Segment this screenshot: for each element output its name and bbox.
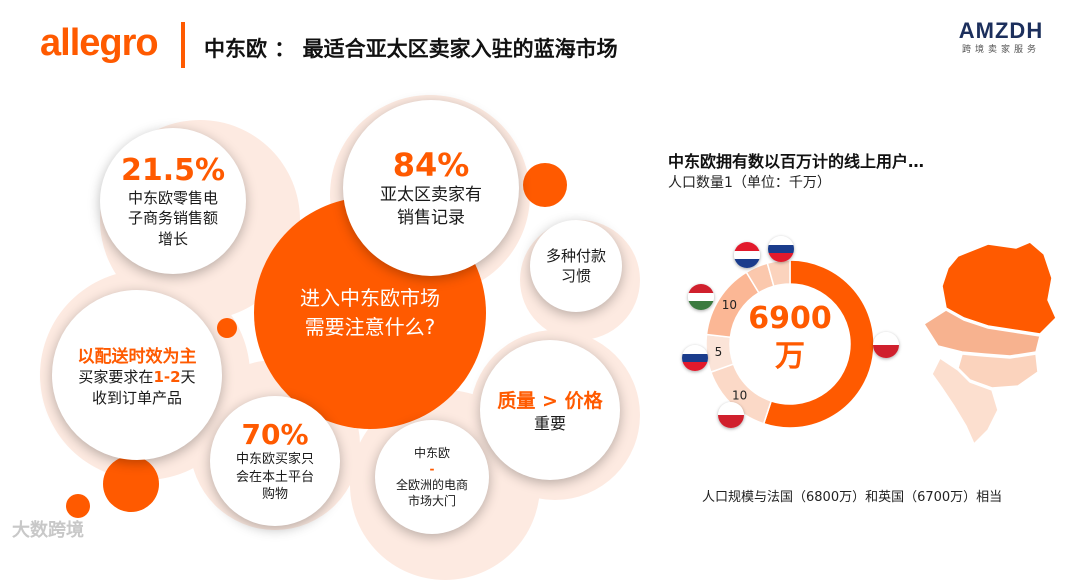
ecommerce-growth-value: 21.5% [120,153,226,189]
donut-segment-label: 10 [732,388,747,402]
croatia-flag-icon [734,242,760,268]
gateway-line-1: 中东欧 [413,445,450,460]
payment-habits-bubble: 多种付款 习惯 [530,220,622,312]
apac-sellers-value: 84% [392,146,470,185]
gateway-line-3: 全欧洲的电商 [395,478,468,492]
population-total-number: 6900 [748,301,832,336]
quality-bubble: 质量 > 价格 重要 [480,340,620,480]
decor-dot [217,318,237,338]
population-total-unit: 万 [775,338,805,374]
payment-line-2: 习惯 [560,267,591,285]
cee-region-map [922,241,1057,446]
users-heading: 中东欧拥有数以百万计的线上用户… [668,152,925,171]
watermark: 大数跨境 [12,520,84,541]
local-platform-line-2: 会在本土平台 [235,469,314,485]
population-subtitle: 人口数量1（单位：千万） [668,175,831,191]
page-title: 中东欧 ： 最适合亚太区卖家入驻的蓝海市场 [204,37,618,61]
brand-name: AMZDH [958,18,1044,43]
donut-segment-label: 5 [715,345,723,359]
donut-segment [766,259,791,288]
donut-segment [762,259,875,429]
amzdh-logo: AMZDH 跨境卖家服务 [945,18,1057,55]
population-donut-chart: 10 5 10 [705,259,875,429]
gateway-line-4: 市场大门 [407,494,456,509]
ecommerce-growth-bubble: 21.5% 中东欧零售电 子商务销售额 增长 [100,128,246,274]
apac-sellers-bubble: 84% 亚太区卖家有 销售记录 [343,100,519,276]
brand-tagline: 跨境卖家服务 [961,45,1040,55]
ecommerce-growth-line-3: 增长 [157,229,188,248]
poland-map-shape [941,241,1057,335]
decor-dot [103,456,159,512]
slovenia-flag-icon [768,236,794,262]
apac-sellers-line-2: 销售记录 [397,208,465,228]
delivery-line-1: 买家要求在1-2天 [78,368,196,387]
apac-sellers-line-1: 亚太区卖家有 [380,185,482,206]
gateway-line-2: - [429,461,435,476]
delivery-bubble: 以配送时效为主 买家要求在1-2天 收到订单产品 [52,290,222,460]
local-platform-value: 70% [241,418,309,452]
ecommerce-growth-line-2: 子商务销售额 [127,209,218,228]
ecommerce-growth-line-1: 中东欧零售电 [127,189,218,208]
center-line-2: 需要注意什么? [304,315,436,339]
delivery-headline: 以配送时效为主 [77,347,197,368]
payment-line-1: 多种付款 [545,246,606,265]
gateway-bubble: 中东欧 - 全欧洲的电商 市场大门 [375,420,489,534]
population-comparison-note: 人口规模与法国（6800万）和英国（6700万）相当 [702,490,1003,505]
decor-dot [66,494,90,518]
center-line-1: 进入中东欧市场 [300,286,440,310]
title-divider [181,22,185,68]
local-platform-line-3: 购物 [261,487,288,503]
local-platform-line-1: 中东欧买家只 [235,452,314,468]
hungary-map-shape [957,353,1039,389]
allegro-logo: allegro [40,22,159,64]
quality-line-1: 重要 [533,413,566,433]
czech-flag-icon [718,402,744,428]
czechia-slovakia-map-shape [922,309,1041,357]
donut-segment-label: 10 [722,298,737,312]
slovakia-flag-icon [682,345,708,371]
quality-headline: 质量 > 价格 [497,389,603,412]
local-platform-bubble: 70% 中东欧买家只 会在本土平台 购物 [210,396,340,526]
population-total: 6900 万 [745,300,835,375]
poland-flag-icon [873,332,899,358]
delivery-line-2: 收到订单产品 [91,388,182,407]
decor-dot [523,163,567,207]
hungary-flag-icon [688,284,714,310]
balkans-map-shape [931,356,999,446]
